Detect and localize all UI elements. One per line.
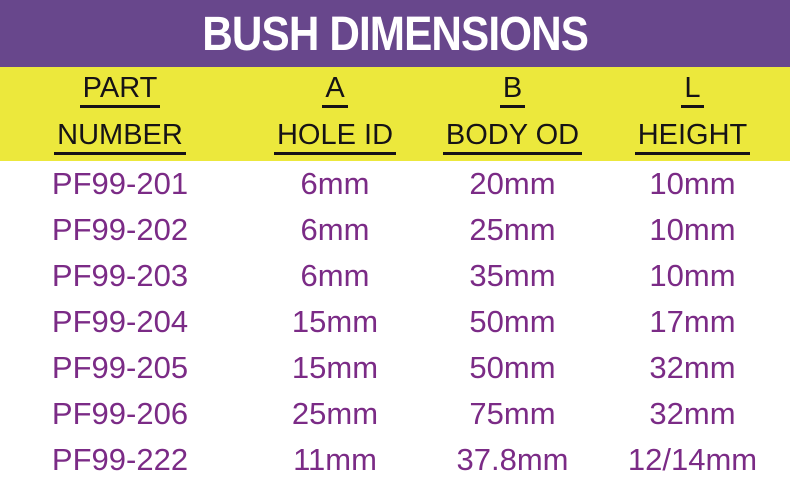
cell-height: 10mm	[649, 258, 736, 294]
cell-body-od: 35mm	[469, 258, 556, 294]
cell-hole-id: 15mm	[291, 304, 379, 339]
cell-hole-id: 6mm	[300, 212, 370, 248]
table-row: PF99-201 6mm 20mm 10mm	[0, 161, 790, 207]
column-header-hole-id: A HOLE ID	[240, 67, 430, 161]
table-row: PF99-222 11mm 37.8mm 12/14mm	[0, 436, 790, 482]
cell-part-number: PF99-205	[51, 349, 189, 385]
cell-hole-id: 25mm	[291, 395, 379, 431]
cell-part-number: PF99-201	[51, 166, 189, 202]
column-header-body-od: B BODY OD	[430, 67, 595, 161]
table-body: PF99-201 6mm 20mm 10mm PF99-202 6mm 25mm…	[0, 161, 790, 482]
cell-hole-id: 11mm	[293, 441, 377, 477]
cell-hole-id: 15mm	[291, 349, 379, 385]
header-body-od-line1: B	[499, 72, 526, 109]
title-banner: BUSH DIMENSIONS	[0, 0, 790, 67]
cell-height: 10mm	[649, 166, 736, 202]
header-height-line2: HEIGHT	[634, 119, 751, 156]
cell-height: 32mm	[649, 349, 736, 385]
header-body-od-line2: BODY OD	[442, 119, 583, 156]
cell-part-number: PF99-204	[51, 304, 189, 339]
header-hole-id-line2: HOLE ID	[273, 119, 397, 156]
cell-part-number: PF99-222	[51, 441, 189, 477]
cell-body-od: 20mm	[469, 166, 556, 202]
cell-body-od: 37.8mm	[456, 441, 569, 477]
header-hole-id-line1: A	[322, 72, 348, 109]
cell-height: 32mm	[649, 395, 736, 431]
cell-body-od: 75mm	[469, 395, 556, 431]
page-title: BUSH DIMENSIONS	[202, 7, 589, 61]
cell-hole-id: 6mm	[300, 166, 370, 202]
table-header: PART NUMBER A HOLE ID B BODY OD L HEIGHT	[0, 67, 790, 161]
cell-part-number: PF99-203	[51, 258, 189, 294]
cell-part-number: PF99-206	[51, 395, 189, 431]
header-height-line1: L	[681, 72, 704, 109]
table-row: PF99-203 6mm 35mm 10mm	[0, 253, 790, 299]
table-row: PF99-202 6mm 25mm 10mm	[0, 207, 790, 253]
cell-hole-id: 6mm	[300, 258, 370, 294]
table-row: PF99-206 25mm 75mm 32mm	[0, 390, 790, 436]
cell-body-od: 50mm	[469, 304, 556, 339]
column-header-height: L HEIGHT	[595, 67, 790, 161]
header-part-line1: PART	[79, 72, 161, 109]
cell-height: 10mm	[649, 212, 736, 248]
cell-body-od: 25mm	[469, 212, 556, 248]
table-row: PF99-205 15mm 50mm 32mm	[0, 344, 790, 390]
cell-height: 12/14mm	[627, 441, 758, 477]
cell-body-od: 50mm	[469, 349, 556, 385]
cell-part-number: PF99-202	[51, 212, 189, 248]
column-header-part-number: PART NUMBER	[0, 67, 240, 161]
cell-height: 17mm	[649, 304, 736, 339]
table-row: PF99-204 15mm 50mm 17mm	[0, 299, 790, 345]
header-part-line2: NUMBER	[54, 119, 186, 156]
